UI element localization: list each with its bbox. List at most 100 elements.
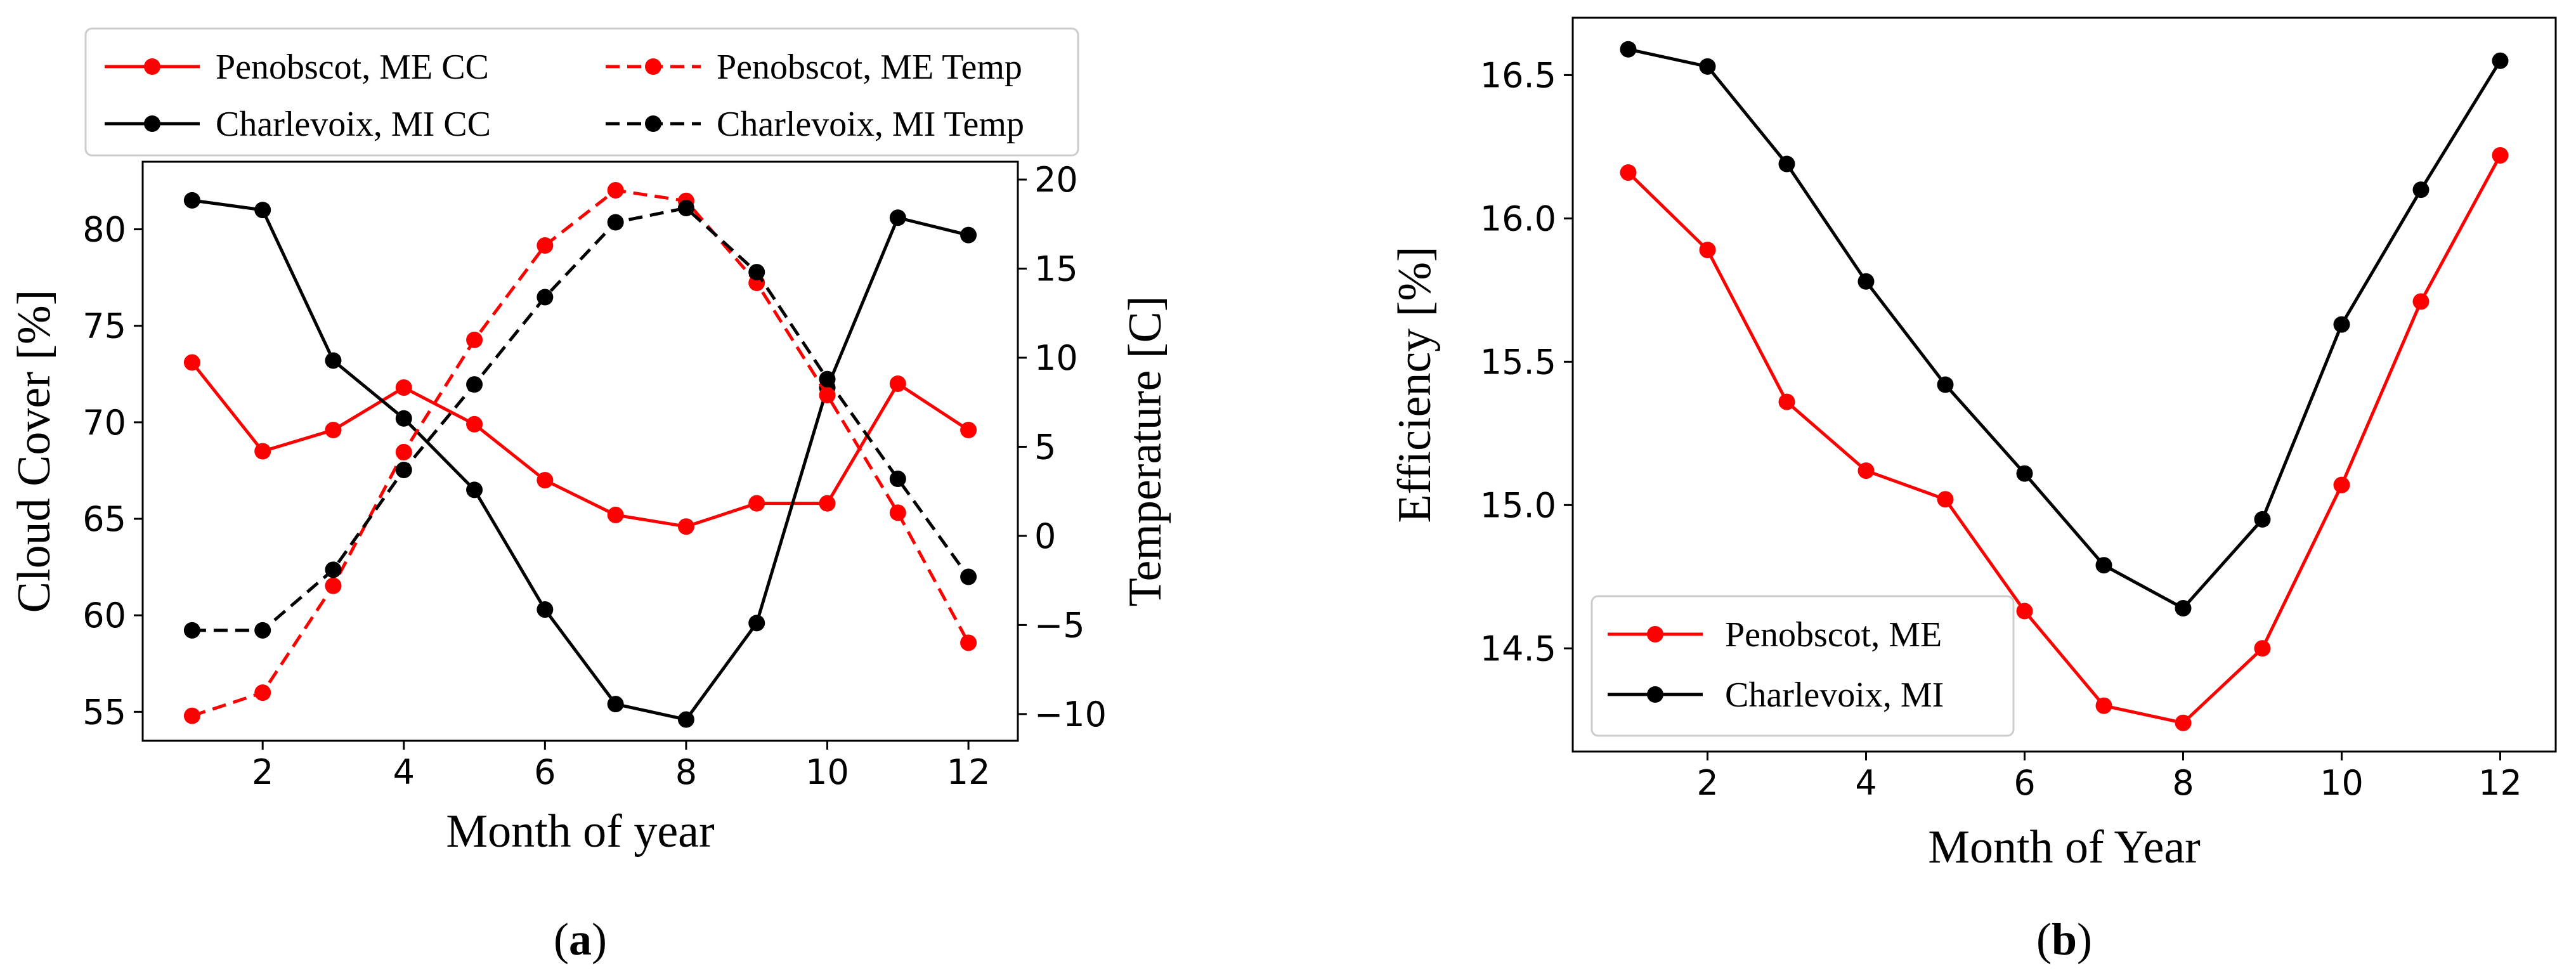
data-point-a-2 <box>325 577 342 594</box>
x-tick-label-a: 10 <box>805 752 849 792</box>
data-point-b-1 <box>2175 600 2192 617</box>
panel-caption-letter-b: b <box>2052 914 2077 965</box>
data-point-a-3 <box>889 471 906 488</box>
data-point-a-0 <box>677 518 694 535</box>
x-tick-label-b: 2 <box>1696 763 1718 803</box>
data-point-b-0 <box>2333 476 2350 493</box>
data-point-a-1 <box>183 192 200 209</box>
y-right-tick-label-a: 15 <box>1034 249 1078 289</box>
legend-box-a <box>84 27 1079 157</box>
y-right-tick-label-a: 0 <box>1034 516 1056 556</box>
data-point-b-1 <box>2333 316 2350 333</box>
data-point-a-0 <box>325 422 342 439</box>
data-point-a-1 <box>254 202 271 219</box>
panel-caption-b: (b) <box>2036 914 2092 965</box>
data-point-a-2 <box>537 237 554 254</box>
data-point-a-3 <box>395 461 412 478</box>
data-point-a-2 <box>960 634 977 651</box>
data-point-a-0 <box>395 379 412 396</box>
data-point-a-3 <box>960 568 977 585</box>
data-point-a-2 <box>254 684 271 701</box>
y-tick-label-b: 16.5 <box>1480 55 1556 95</box>
data-point-b-1 <box>2254 511 2271 528</box>
x-tick-label-a: 4 <box>393 752 415 792</box>
y-tick-label-b: 16.0 <box>1480 199 1556 238</box>
data-point-a-0 <box>819 495 836 512</box>
y-right-tick-label-a: −5 <box>1034 605 1085 645</box>
x-tick-label-a: 2 <box>252 752 273 792</box>
legend-a: Penobscot, ME CC Charlevoix, MI CC Penobsc… <box>84 27 1079 157</box>
y-right-tick-label-a: 10 <box>1034 338 1078 378</box>
data-point-a-3 <box>607 214 624 231</box>
data-point-a-2 <box>183 707 200 724</box>
y-left-axis-label-a: Cloud Cover [%] <box>8 290 60 613</box>
legend-label-a: Penobscot, ME CC <box>216 48 489 87</box>
chart-panel-b: 2 4 6 8 10 12 14.5 15.0 15.5 16.0 16.5 Month of Yea… <box>1389 16 2557 965</box>
y-right-tick-label-a: 20 <box>1034 160 1078 200</box>
data-point-a-3 <box>677 200 694 217</box>
x-tick-label-b: 12 <box>2478 763 2522 803</box>
data-point-a-1 <box>537 601 554 618</box>
data-point-b-0 <box>1620 164 1637 181</box>
data-point-a-2 <box>395 443 412 460</box>
series-line-b-0 <box>1627 154 2502 725</box>
data-point-a-2 <box>889 504 906 521</box>
data-point-a-3 <box>748 264 765 281</box>
data-point-a-3 <box>537 289 554 306</box>
data-point-b-1 <box>1778 155 1795 173</box>
y-left-tick-label-a: 75 <box>82 306 126 346</box>
legend-marker-a <box>144 115 160 132</box>
x-tick-label-a: 6 <box>534 752 556 792</box>
series-line-a-0 <box>190 361 970 528</box>
legend-marker-a <box>144 58 160 75</box>
legend-marker-b <box>1647 626 1663 642</box>
data-point-a-2 <box>607 181 624 199</box>
data-point-b-0 <box>2254 640 2271 657</box>
y-left-tick-label-a: 70 <box>82 403 126 443</box>
y-tick-label-b: 15.5 <box>1480 342 1556 382</box>
y-left-tick-label-a: 55 <box>82 692 126 732</box>
data-point-a-3 <box>183 622 200 639</box>
y-right-tick-label-a: 5 <box>1034 427 1056 467</box>
data-point-a-2 <box>466 331 483 348</box>
data-point-a-2 <box>819 387 836 404</box>
series-line-a-3 <box>192 206 970 632</box>
series-line-a-2 <box>192 188 970 718</box>
y-tick-label-b: 14.5 <box>1480 629 1556 668</box>
x-axis-label-b: Month of Year <box>1928 821 2201 873</box>
legend-label-a: Charlevoix, MI CC <box>216 105 491 144</box>
data-point-a-3 <box>254 622 271 639</box>
data-point-b-1 <box>1857 273 1875 290</box>
data-point-b-0 <box>2175 714 2192 731</box>
data-point-b-1 <box>1620 41 1637 58</box>
y-left-tick-label-a: 60 <box>82 596 126 635</box>
panel-caption-a: (a) <box>554 914 607 965</box>
panel-caption-letter-a: a <box>569 914 592 965</box>
data-point-a-1 <box>960 226 977 244</box>
data-point-a-1 <box>325 352 342 369</box>
data-point-b-0 <box>2016 603 2033 620</box>
data-point-a-0 <box>183 354 200 371</box>
data-point-b-1 <box>1937 376 1954 393</box>
data-point-b-1 <box>2095 557 2112 574</box>
data-point-a-0 <box>537 472 554 489</box>
data-point-b-0 <box>1937 491 1954 508</box>
data-point-b-0 <box>2095 697 2112 714</box>
data-point-b-0 <box>1699 242 1716 259</box>
data-point-a-0 <box>466 415 483 433</box>
x-tick-label-b: 6 <box>2013 763 2035 803</box>
data-point-b-0 <box>2492 147 2509 164</box>
legend-label-a: Charlevoix, MI Temp <box>717 105 1024 144</box>
y-left-tick-label-a: 80 <box>82 210 126 250</box>
legend-label-b: Charlevoix, MI <box>1725 675 1944 715</box>
y-right-axis-label-a: Temperature [C] <box>1119 296 1171 607</box>
data-point-a-0 <box>748 495 765 512</box>
data-point-a-1 <box>466 481 483 499</box>
data-point-a-1 <box>607 696 624 713</box>
x-tick-label-b: 10 <box>2320 763 2364 803</box>
data-point-a-1 <box>395 410 412 427</box>
x-axis-label-a: Month of year <box>446 805 714 857</box>
data-point-b-1 <box>2016 465 2033 482</box>
x-tick-label-a: 12 <box>947 752 991 792</box>
